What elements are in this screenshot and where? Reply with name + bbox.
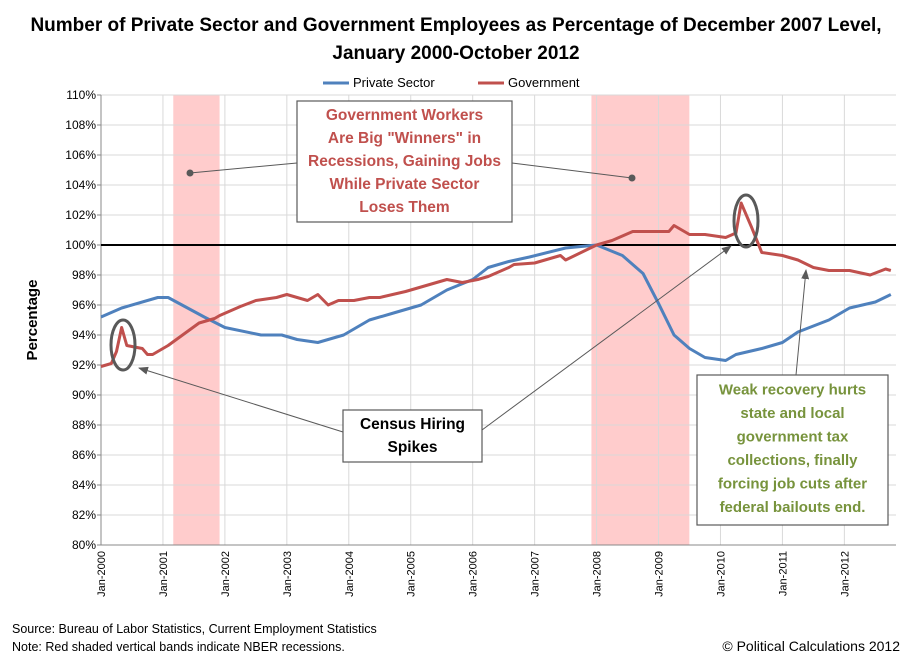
copyright: © Political Calculations 2012	[722, 638, 900, 654]
government-annotation-text: Government Workers	[326, 107, 483, 124]
government-annotation-box	[296, 100, 513, 223]
y-tick-label: 96%	[72, 298, 96, 312]
census-spike-ellipse	[109, 318, 137, 372]
y-tick-label: 80%	[72, 538, 96, 552]
y-axis-label: Percentage	[24, 280, 41, 361]
x-tick-label: Jan-2009	[654, 551, 666, 597]
series-line-government	[100, 201, 892, 368]
annotation-dot	[628, 174, 636, 182]
census-spike-ellipse	[732, 193, 760, 249]
y-tick-label: 84%	[72, 478, 96, 492]
recovery-annotation-text: state and local	[740, 405, 844, 422]
x-tick-label: Jan-2007	[530, 551, 542, 597]
annotation-arrow	[138, 366, 344, 433]
annotation-arrow	[481, 245, 732, 431]
recovery-annotation-text: federal bailouts end.	[720, 499, 866, 516]
recovery-annotation-box	[696, 374, 889, 526]
recession-note: Note: Red shaded vertical bands indicate…	[12, 640, 345, 654]
recovery-annotation-text: collections, finally	[727, 452, 858, 469]
y-tick-label: 90%	[72, 388, 96, 402]
x-tick-label: Jan-2011	[777, 551, 789, 596]
chart-title: Number of Private Sector and Government …	[30, 15, 882, 64]
y-tick-label: 82%	[72, 508, 96, 522]
census-annotation-box	[342, 409, 483, 463]
y-tick-label: 108%	[65, 118, 96, 132]
y-tick-label: 88%	[72, 418, 96, 432]
census-annotation-text: Spikes	[388, 439, 438, 456]
annotation-connector	[189, 162, 298, 174]
recovery-annotation-text: Weak recovery hurts	[719, 382, 866, 399]
y-tick-label: 100%	[65, 238, 96, 252]
government-annotation-text: Recessions, Gaining Jobs	[308, 153, 501, 170]
y-tick-label: 102%	[65, 208, 96, 222]
source-note: Source: Bureau of Labor Statistics, Curr…	[12, 622, 377, 636]
legend-label: Private Sector	[353, 75, 435, 90]
annotation-dot	[186, 169, 194, 177]
x-tick-label: Jan-2001	[158, 551, 170, 597]
y-tick-label: 104%	[65, 178, 96, 192]
legend-label: Government	[508, 75, 580, 90]
annotation-arrow	[795, 269, 810, 376]
government-annotation-text: Loses Them	[359, 199, 449, 216]
recovery-annotation-text: government tax	[737, 429, 849, 446]
recession-band	[591, 95, 690, 545]
x-tick-label: Jan-2012	[839, 551, 851, 597]
x-tick-label: Jan-2003	[282, 551, 294, 597]
x-tick-label: Jan-2008	[592, 551, 604, 597]
series-line-private-sector	[100, 243, 892, 362]
y-tick-label: 110%	[66, 88, 96, 102]
x-tick-label: Jan-2000	[96, 551, 108, 597]
y-tick-label: 98%	[72, 268, 96, 282]
y-tick-label: 92%	[72, 358, 96, 372]
government-annotation-text: While Private Sector	[330, 176, 480, 193]
x-tick-label: Jan-2006	[468, 551, 480, 597]
census-annotation-text: Census Hiring	[360, 416, 465, 433]
x-tick-label: Jan-2005	[406, 551, 418, 597]
x-tick-label: Jan-2010	[715, 551, 727, 597]
x-tick-label: Jan-2002	[220, 551, 232, 597]
recovery-annotation-text: forcing job cuts after	[718, 476, 867, 493]
government-annotation-text: Are Big "Winners" in	[328, 130, 481, 147]
annotation-connector	[511, 162, 633, 179]
x-tick-label: Jan-2004	[344, 551, 356, 597]
y-tick-label: 106%	[65, 148, 96, 162]
y-tick-label: 86%	[72, 448, 96, 462]
y-tick-label: 94%	[72, 328, 96, 342]
